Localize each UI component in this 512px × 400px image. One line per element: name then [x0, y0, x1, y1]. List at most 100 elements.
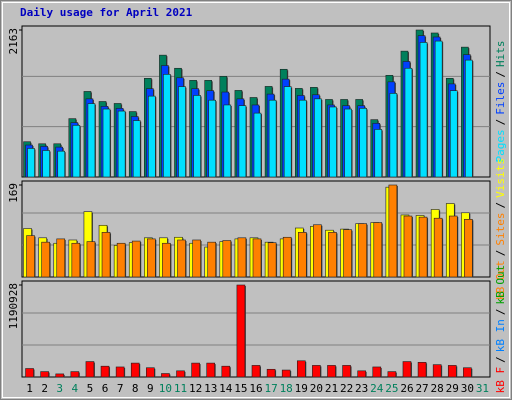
bar	[146, 367, 155, 378]
plot-area	[21, 280, 491, 378]
bar	[42, 150, 50, 178]
bar	[419, 42, 428, 178]
bar	[41, 241, 50, 278]
bar	[132, 120, 141, 178]
bar	[178, 86, 186, 178]
chart-title: Daily usage for April 2021	[20, 6, 193, 19]
x-tick-label: 4	[72, 382, 79, 395]
legend-separator: /	[494, 250, 507, 257]
legend-entry: Pages	[494, 129, 507, 162]
bar	[282, 236, 292, 278]
bar	[148, 95, 156, 178]
bar	[192, 239, 201, 278]
bar	[102, 108, 111, 178]
x-tick-label: 5	[87, 382, 94, 395]
bar	[404, 67, 413, 178]
x-tick-label: 14	[219, 382, 233, 395]
bar	[223, 104, 232, 178]
bar	[374, 129, 383, 178]
bar	[238, 105, 247, 178]
x-tick-label: 13	[204, 382, 217, 395]
bar	[163, 74, 171, 178]
x-tick-label: 7	[117, 382, 124, 395]
x-tick-label: 19	[295, 382, 308, 395]
bar	[268, 99, 277, 178]
bar	[465, 59, 473, 178]
legend-entry: kB Out	[494, 260, 507, 300]
bar	[434, 40, 443, 178]
bar	[56, 238, 66, 278]
bar	[161, 373, 170, 378]
bar	[417, 362, 427, 378]
legend-separator: /	[494, 308, 507, 315]
bar	[206, 362, 216, 378]
bar	[312, 365, 321, 378]
bar	[418, 216, 428, 278]
legend: kB Out / Sites / Visits	[494, 158, 507, 300]
bar	[342, 365, 351, 378]
bar	[115, 366, 125, 378]
bar	[40, 371, 49, 378]
bar	[222, 240, 232, 278]
bar	[314, 98, 322, 178]
bar	[208, 99, 217, 178]
y-tick-label: 1190928	[7, 283, 20, 329]
bar	[86, 241, 96, 278]
x-tick-label: 11	[174, 382, 187, 395]
x-tick-label: 21	[325, 382, 338, 395]
legend-entry: Files	[494, 82, 507, 115]
x-tick-label: 31	[476, 382, 489, 395]
x-tick-label: 30	[461, 382, 474, 395]
bar	[252, 238, 262, 278]
bar	[85, 361, 95, 378]
bar	[358, 223, 367, 278]
bar	[176, 370, 185, 378]
bar	[131, 240, 141, 278]
legend-entry: Sites	[494, 212, 507, 245]
legend: Pages / Files / Hits	[494, 41, 507, 163]
bar	[221, 365, 231, 378]
bar	[25, 368, 34, 378]
bar	[266, 368, 276, 378]
bar	[343, 229, 352, 278]
x-tick-label: 22	[340, 382, 353, 395]
x-tick-label: 12	[189, 382, 202, 395]
bar	[298, 99, 307, 178]
bar	[357, 370, 366, 378]
bar	[87, 103, 96, 178]
x-tick-label: 17	[264, 382, 277, 395]
bar	[296, 360, 306, 378]
bar	[147, 238, 156, 278]
bar	[70, 371, 80, 378]
legend-entry: Hits	[494, 41, 507, 68]
bar	[433, 217, 443, 278]
bar	[372, 366, 382, 378]
x-tick-label: 8	[132, 382, 139, 395]
bar	[327, 365, 336, 378]
bar	[162, 242, 171, 278]
bar	[344, 108, 352, 178]
bar	[463, 367, 472, 378]
bar	[117, 110, 126, 178]
x-tick-label: 9	[147, 382, 154, 395]
bar	[193, 95, 201, 178]
bar	[313, 224, 322, 278]
legend-entry: kB Out	[494, 265, 507, 305]
bar	[359, 108, 367, 178]
bar	[100, 365, 110, 378]
bar	[281, 369, 291, 378]
bar	[402, 361, 412, 378]
bar	[130, 362, 140, 378]
bar	[373, 222, 383, 278]
bar	[403, 215, 413, 278]
bar	[191, 362, 200, 378]
legend-separator: /	[494, 119, 507, 126]
legend-entry: kB F	[494, 367, 507, 394]
bar	[57, 150, 66, 178]
x-tick-label: 18	[280, 382, 293, 395]
bar	[72, 125, 81, 178]
bar	[116, 242, 126, 278]
